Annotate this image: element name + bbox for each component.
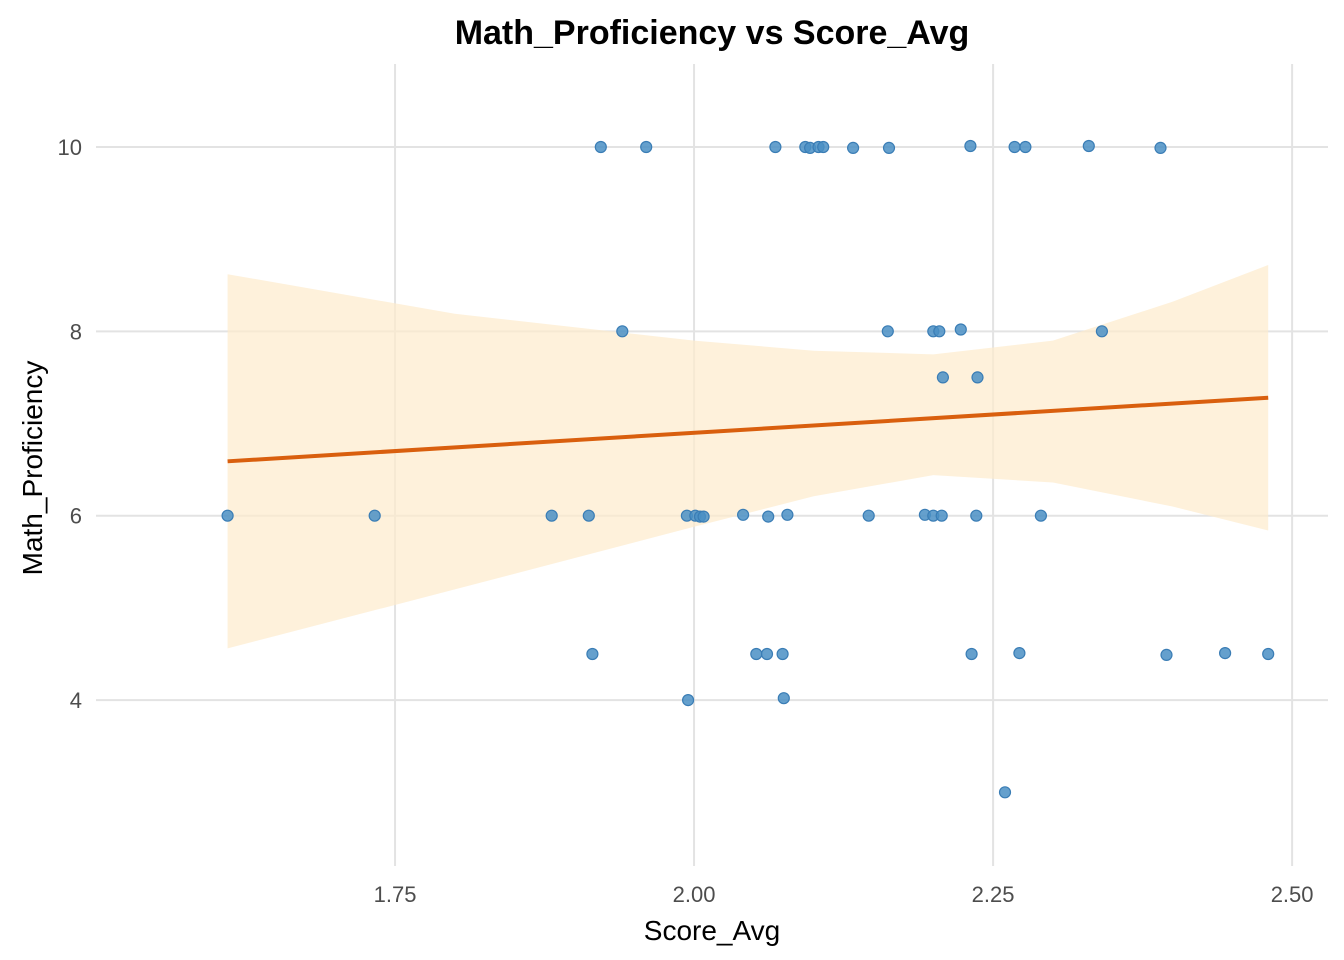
data-point xyxy=(777,692,790,705)
x-tick-label: 2.50 xyxy=(1271,882,1314,907)
data-point xyxy=(616,325,629,338)
data-point xyxy=(971,371,984,384)
data-point xyxy=(760,647,774,661)
data-point xyxy=(1034,509,1048,522)
data-point xyxy=(882,141,896,154)
data-point xyxy=(970,509,983,522)
trend-line xyxy=(227,395,1269,464)
confidence-band xyxy=(227,265,1269,649)
x-axis-title: Score_Avg xyxy=(644,915,780,946)
data-point xyxy=(1154,141,1167,154)
data-point xyxy=(750,647,763,661)
data-point xyxy=(221,509,234,522)
data-points xyxy=(221,139,1275,799)
data-point xyxy=(1218,646,1232,660)
data-point xyxy=(817,140,830,154)
data-point xyxy=(998,786,1012,799)
data-point xyxy=(1013,646,1026,660)
x-tick-label: 1.75 xyxy=(374,882,417,907)
data-point xyxy=(781,508,794,521)
data-point xyxy=(846,141,860,154)
data-point xyxy=(933,325,946,338)
y-tick-label: 8 xyxy=(70,319,82,344)
data-point xyxy=(762,510,775,523)
y-axis-title: Math_Proficiency xyxy=(17,361,48,576)
data-point xyxy=(776,647,789,661)
data-point xyxy=(954,323,967,336)
data-point xyxy=(1095,325,1109,338)
data-point xyxy=(1019,140,1032,154)
data-point xyxy=(862,509,875,522)
data-point xyxy=(1082,139,1095,153)
data-point xyxy=(964,139,977,153)
data-point xyxy=(769,140,782,154)
data-point xyxy=(1160,648,1173,662)
data-point xyxy=(594,140,607,154)
data-point xyxy=(545,509,558,522)
data-point xyxy=(736,508,750,521)
data-point xyxy=(965,647,978,661)
trend-line-layer xyxy=(227,395,1269,464)
data-point xyxy=(582,509,595,522)
y-tick-label: 6 xyxy=(70,504,82,529)
chart-title: Math_Proficiency vs Score_Avg xyxy=(455,14,970,52)
confidence-band-layer xyxy=(227,265,1269,649)
data-point xyxy=(935,509,948,522)
y-tick-label: 10 xyxy=(58,135,82,160)
data-point xyxy=(586,647,599,661)
data-point xyxy=(936,371,950,384)
y-tick-label: 4 xyxy=(70,688,82,713)
data-point xyxy=(1262,647,1275,661)
data-point xyxy=(681,693,695,707)
x-tick-label: 2.25 xyxy=(972,882,1015,907)
data-point xyxy=(697,510,710,523)
x-tick-label: 2.00 xyxy=(673,882,716,907)
data-point xyxy=(1008,140,1021,154)
data-point xyxy=(881,325,894,338)
x-axis-ticks: 1.75 2.00 2.25 2.50 xyxy=(374,882,1314,907)
data-point xyxy=(368,509,381,522)
y-axis-ticks: 4 6 8 10 xyxy=(58,135,82,713)
data-point xyxy=(640,140,653,154)
